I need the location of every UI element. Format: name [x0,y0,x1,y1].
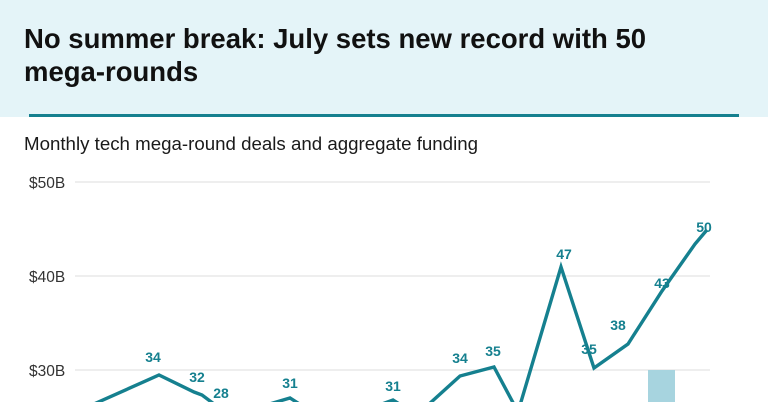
svg-text:38: 38 [610,317,626,333]
svg-text:34: 34 [452,350,468,366]
svg-text:31: 31 [385,378,401,394]
svg-text:28: 28 [213,385,229,401]
svg-text:32: 32 [189,369,205,385]
svg-text:$30B: $30B [29,363,65,380]
svg-text:47: 47 [556,246,572,262]
svg-text:$40B: $40B [29,269,65,286]
svg-text:31: 31 [282,375,298,391]
svg-text:34: 34 [145,349,161,365]
svg-text:35: 35 [581,341,597,357]
svg-text:50: 50 [696,219,712,235]
svg-text:$50B: $50B [29,175,65,192]
svg-text:35: 35 [485,343,501,359]
svg-text:43: 43 [654,275,670,291]
